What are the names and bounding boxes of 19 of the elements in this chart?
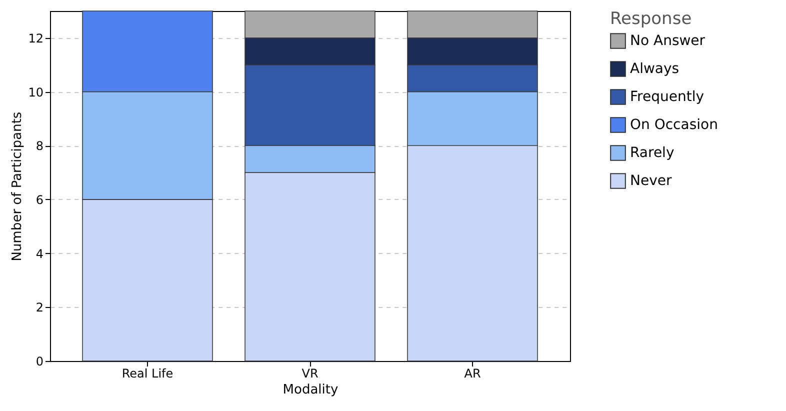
legend-label: Rarely (630, 145, 674, 161)
y-tick-label: 8 (36, 139, 44, 154)
legend-title: Response (610, 9, 692, 29)
legend-label: No Answer (630, 33, 706, 49)
y-tick-label: 4 (36, 246, 44, 261)
legend-label: Frequently (630, 89, 704, 105)
y-tick-label: 12 (28, 31, 44, 46)
x-tick-label: VR (302, 366, 318, 380)
x-tick-label: Real Life (122, 366, 174, 380)
legend-label: On Occasion (630, 117, 718, 133)
y-tick-label: 6 (36, 192, 44, 207)
legend-label: Never (630, 173, 672, 189)
legend-label: Always (630, 61, 680, 77)
y-tick-label: 2 (36, 300, 44, 315)
x-tick-label: AR (464, 366, 481, 380)
y-tick-label: 0 (36, 354, 44, 368)
y-tick-label: 10 (28, 85, 44, 100)
y-axis-title: Number of Participants (10, 112, 26, 262)
x-axis-title: Modality (282, 382, 339, 398)
